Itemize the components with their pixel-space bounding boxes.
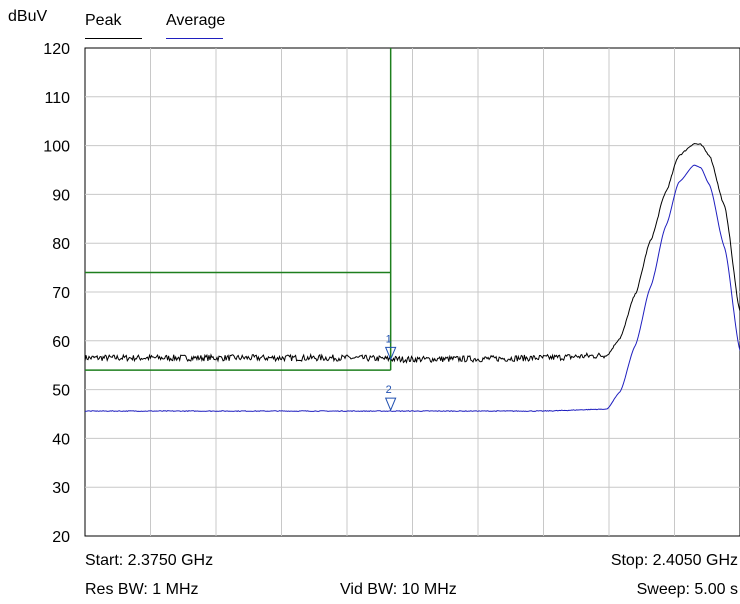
marker-2-label: 2	[386, 384, 392, 396]
y-unit-label: dBuV	[8, 8, 48, 25]
y-tick-label: 120	[43, 41, 70, 58]
y-tick-label: 100	[43, 139, 70, 156]
y-tick-label: 70	[52, 285, 70, 302]
y-tick-label: 90	[52, 187, 70, 204]
video-bandwidth: Vid BW: 10 MHz	[340, 581, 457, 598]
stop-frequency: Stop: 2.4050 GHz	[610, 552, 738, 569]
marker-1-label: 1	[386, 333, 392, 345]
series-average-trace	[84, 164, 740, 412]
legend-peak-line	[85, 38, 142, 39]
series-peak-trace	[84, 142, 740, 364]
marker-2-triangle	[384, 397, 397, 412]
y-tick-label: 30	[52, 480, 70, 497]
y-tick-label: 110	[44, 90, 70, 107]
start-frequency: Start: 2.3750 GHz	[85, 552, 214, 569]
y-tick-label: 40	[52, 431, 70, 448]
resolution-bandwidth: Res BW: 1 MHz	[85, 581, 199, 598]
limit-lines	[85, 48, 392, 371]
y-tick-label: 50	[52, 383, 70, 400]
y-tick-labels: 120 110 100 90 80 70 60 50 40 30 20	[43, 41, 70, 546]
marker-1-triangle	[384, 346, 397, 361]
legend-average-label: Average	[166, 12, 226, 29]
y-tick-label: 80	[52, 236, 70, 253]
legend-average-line	[166, 38, 223, 39]
markers: 12	[384, 333, 397, 412]
grid-lines	[85, 48, 740, 536]
y-tick-label: 20	[52, 529, 70, 546]
y-tick-label: 60	[52, 334, 70, 351]
sweep-time: Sweep: 5.00 s	[636, 581, 738, 598]
legend-peak-label: Peak	[85, 12, 122, 29]
series-traces	[84, 142, 740, 412]
